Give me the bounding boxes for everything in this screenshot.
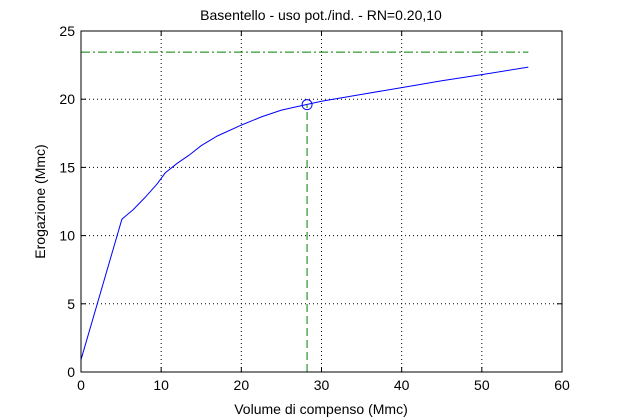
reference-lines	[81, 51, 529, 372]
x-tick-label: 60	[554, 377, 570, 393]
plot-area	[81, 31, 562, 372]
y-tick-label: 15	[59, 159, 75, 175]
x-tick-label: 0	[77, 377, 85, 393]
y-tick-label: 20	[59, 91, 75, 107]
chart-title: Basentello - uso pot./ind. - RN=0.20,10	[200, 7, 442, 23]
y-tick-label: 25	[59, 23, 75, 39]
y-tick-label: 0	[67, 364, 75, 380]
x-tick-label: 40	[394, 377, 410, 393]
y-axis-label: Erogazione (Mmc)	[32, 144, 48, 258]
y-tick-label: 10	[59, 228, 75, 244]
x-axis-label: Volume di compenso (Mmc)	[234, 401, 408, 417]
x-tick-label: 50	[474, 377, 490, 393]
y-tick-label: 5	[67, 296, 75, 312]
series-line	[80, 66, 529, 360]
marker-point	[301, 99, 313, 111]
x-tick-label: 30	[314, 377, 330, 393]
x-tick-label: 10	[153, 377, 169, 393]
x-tick-label: 20	[234, 377, 250, 393]
axis-ticks: 0 10 20 30 40 50 60 0 5 10 15 20 25	[59, 23, 570, 393]
data-series	[80, 66, 529, 360]
